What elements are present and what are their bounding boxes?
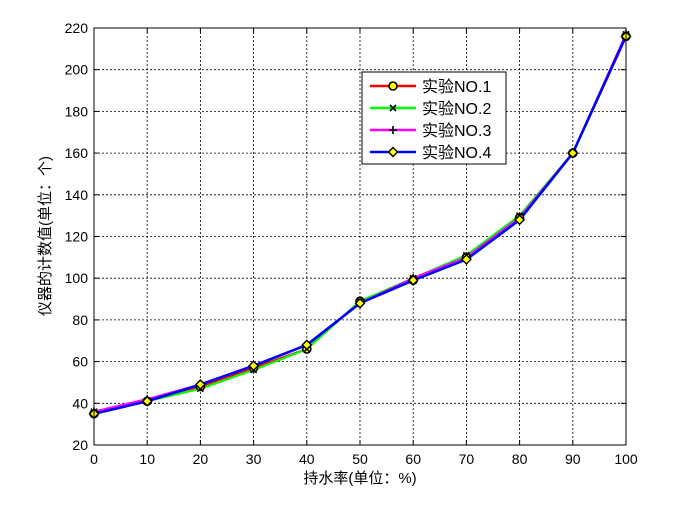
legend-label: 实验NO.2 — [422, 100, 491, 118]
y-tick-label: 100 — [65, 270, 89, 286]
x-tick-label: 80 — [512, 451, 528, 467]
x-tick-label: 50 — [352, 451, 368, 467]
legend-marker — [389, 126, 397, 134]
legend-item: 实验NO.3 — [370, 122, 491, 140]
y-tick-label: 160 — [65, 145, 89, 161]
legend-marker — [389, 104, 397, 112]
y-tick-label: 180 — [65, 103, 89, 119]
x-tick-label: 30 — [246, 451, 262, 467]
data-point — [301, 339, 313, 351]
data-point — [194, 379, 206, 391]
data-point — [514, 214, 526, 226]
legend-item: 实验NO.4 — [370, 144, 491, 162]
y-tick-label: 60 — [72, 354, 88, 370]
data-point — [460, 253, 472, 265]
y-tick-label: 120 — [65, 229, 89, 245]
x-tick-label: 90 — [565, 451, 581, 467]
x-tick-label: 10 — [139, 451, 155, 467]
y-tick-label: 20 — [72, 437, 88, 453]
data-point — [567, 147, 579, 159]
x-tick-label: 0 — [90, 451, 98, 467]
x-tick-label: 70 — [459, 451, 475, 467]
y-tick-label: 140 — [65, 187, 89, 203]
y-axis-label: 仪器的计数值(单位：个) — [37, 156, 54, 316]
axis-ticks: 0 10 20 30 40 50 60 70 80 90 100 20 40 60 80 100 120 140 1… — [65, 20, 638, 467]
x-tick-label: 20 — [193, 451, 209, 467]
data-point — [407, 274, 419, 286]
data-point — [248, 360, 260, 372]
series-group — [88, 30, 632, 420]
x-tick-label: 40 — [299, 451, 315, 467]
legend-label: 实验NO.1 — [422, 78, 491, 96]
data-point — [354, 297, 366, 309]
x-axis-label: 持水率(单位：%) — [303, 470, 416, 487]
y-tick-label: 200 — [65, 62, 89, 78]
y-tick-label: 40 — [72, 395, 88, 411]
legend-marker — [388, 81, 398, 91]
y-tick-label: 220 — [65, 20, 89, 36]
legend-box — [361, 71, 507, 165]
legend-item: 实验NO.2 — [370, 100, 491, 118]
legend-item: 实验NO.1 — [370, 78, 491, 96]
legend-marker — [387, 146, 399, 158]
y-tick-label: 80 — [72, 312, 88, 328]
series-4-markers — [88, 30, 632, 420]
x-tick-label: 100 — [614, 451, 638, 467]
data-point — [141, 395, 153, 407]
legend: 实验NO.1 实验NO.2 实验NO.3 实验NO.4 — [361, 71, 507, 165]
grid — [94, 28, 626, 445]
x-tick-label: 60 — [405, 451, 421, 467]
legend-label: 实验NO.3 — [422, 122, 491, 140]
legend-label: 实验NO.4 — [422, 144, 491, 162]
